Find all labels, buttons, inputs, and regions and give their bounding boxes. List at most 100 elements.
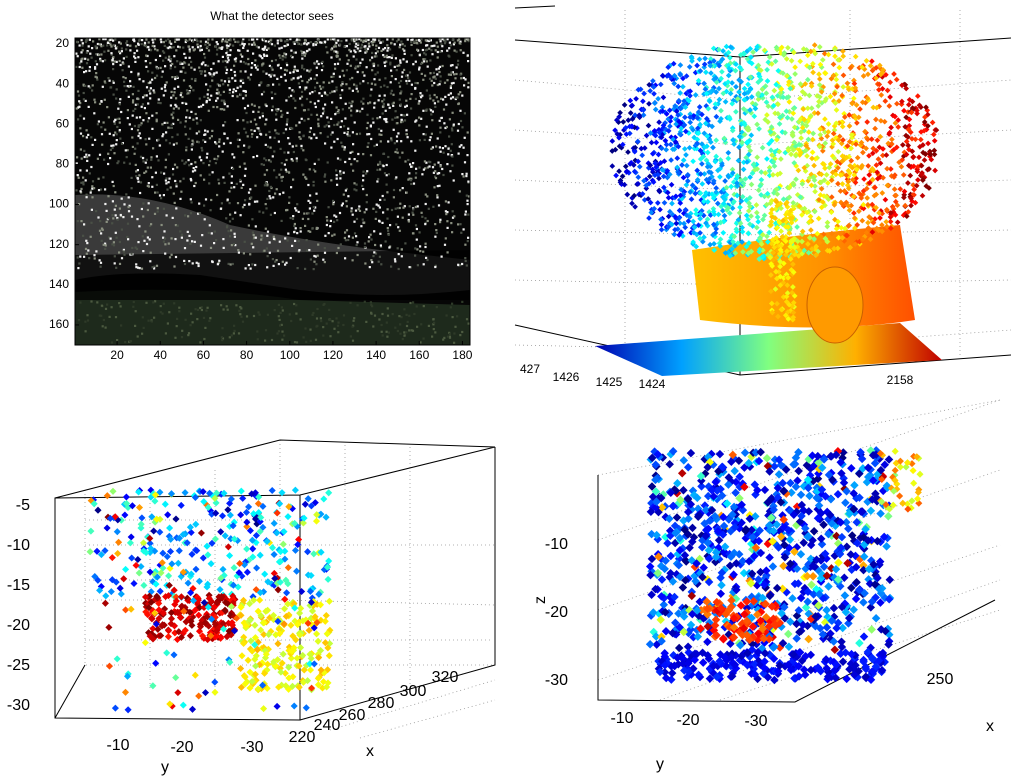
image-pixel	[362, 80, 364, 82]
image-pixel	[84, 321, 86, 323]
image-pixel	[287, 239, 289, 241]
image-pixel	[192, 321, 194, 323]
image-pixel	[337, 331, 339, 333]
image-pixel	[398, 253, 400, 255]
image-pixel	[350, 210, 352, 212]
image-pixel	[115, 47, 117, 49]
image-pixel	[376, 144, 378, 146]
point	[649, 140, 655, 146]
image-pixel	[208, 49, 210, 51]
image-pixel	[185, 57, 187, 59]
image-pixel	[234, 71, 236, 73]
image-pixel	[203, 179, 205, 181]
image-pixel	[229, 336, 231, 338]
image-pixel	[200, 45, 202, 47]
point	[114, 528, 121, 535]
image-pixel	[227, 309, 229, 311]
image-pixel	[198, 203, 200, 205]
point	[812, 42, 818, 48]
image-pixel	[333, 141, 335, 143]
image-pixel	[162, 71, 164, 73]
image-pixel	[193, 185, 195, 187]
image-pixel	[110, 45, 112, 47]
image-pixel	[394, 258, 396, 260]
image-pixel	[272, 69, 274, 71]
image-pixel	[214, 141, 216, 143]
point	[120, 575, 127, 582]
point	[710, 145, 716, 151]
image-pixel	[109, 316, 111, 318]
image-pixel	[83, 71, 85, 73]
image-pixel	[265, 207, 267, 209]
image-pixel	[377, 164, 379, 166]
image-pixel	[150, 167, 152, 169]
image-pixel	[210, 209, 212, 211]
point	[673, 221, 679, 227]
image-pixel	[114, 262, 116, 264]
image-pixel	[448, 74, 450, 76]
image-pixel	[177, 86, 179, 88]
image-pixel	[253, 234, 255, 236]
image-pixel	[426, 89, 428, 91]
point	[304, 548, 311, 555]
image-pixel	[82, 135, 84, 137]
image-pixel	[144, 230, 146, 232]
image-pixel	[192, 40, 194, 42]
image-pixel	[204, 130, 206, 132]
image-pixel	[102, 325, 104, 327]
image-pixel	[215, 46, 217, 48]
image-pixel	[234, 330, 236, 332]
image-pixel	[330, 118, 332, 120]
image-pixel	[287, 152, 289, 154]
image-pixel	[102, 60, 104, 62]
image-pixel	[349, 43, 351, 45]
image-pixel	[378, 99, 380, 101]
image-pixel	[410, 179, 412, 181]
image-pixel	[96, 63, 98, 65]
image-pixel	[224, 80, 226, 82]
point	[809, 156, 815, 162]
point	[693, 92, 699, 98]
point	[671, 232, 677, 238]
image-pixel	[119, 208, 121, 210]
image-pixel	[348, 87, 350, 89]
image-pixel	[310, 101, 312, 103]
image-pixel	[378, 47, 380, 49]
image-pixel	[85, 39, 87, 41]
image-pixel	[303, 109, 305, 111]
image-pixel	[323, 110, 325, 112]
image-pixel	[436, 42, 438, 44]
image-pixel	[317, 244, 319, 246]
image-pixel	[350, 110, 352, 112]
image-pixel	[137, 129, 139, 131]
image-pixel	[237, 119, 239, 121]
image-pixel	[176, 166, 178, 168]
image-pixel	[347, 239, 349, 241]
image-pixel	[111, 214, 113, 216]
image-pixel	[412, 330, 414, 332]
image-pixel	[90, 190, 92, 192]
image-pixel	[200, 119, 202, 121]
image-pixel	[199, 341, 201, 343]
image-pixel	[218, 182, 220, 184]
image-pixel	[301, 58, 303, 60]
image-pixel	[174, 78, 176, 80]
image-pixel	[124, 85, 126, 87]
panel-3	[55, 440, 495, 738]
image-pixel	[310, 41, 312, 43]
image-pixel	[174, 66, 176, 68]
image-pixel	[441, 256, 443, 258]
image-pixel	[88, 106, 90, 108]
image-pixel	[240, 54, 242, 56]
image-pixel	[353, 84, 355, 86]
image-pixel	[274, 45, 276, 47]
image-pixel	[386, 86, 388, 88]
image-pixel	[112, 40, 114, 42]
point	[659, 227, 665, 233]
point	[623, 164, 629, 170]
image-pixel	[308, 79, 310, 81]
image-pixel	[203, 53, 205, 55]
image-pixel	[356, 244, 358, 246]
image-pixel	[309, 92, 311, 94]
image-pixel	[298, 121, 300, 123]
